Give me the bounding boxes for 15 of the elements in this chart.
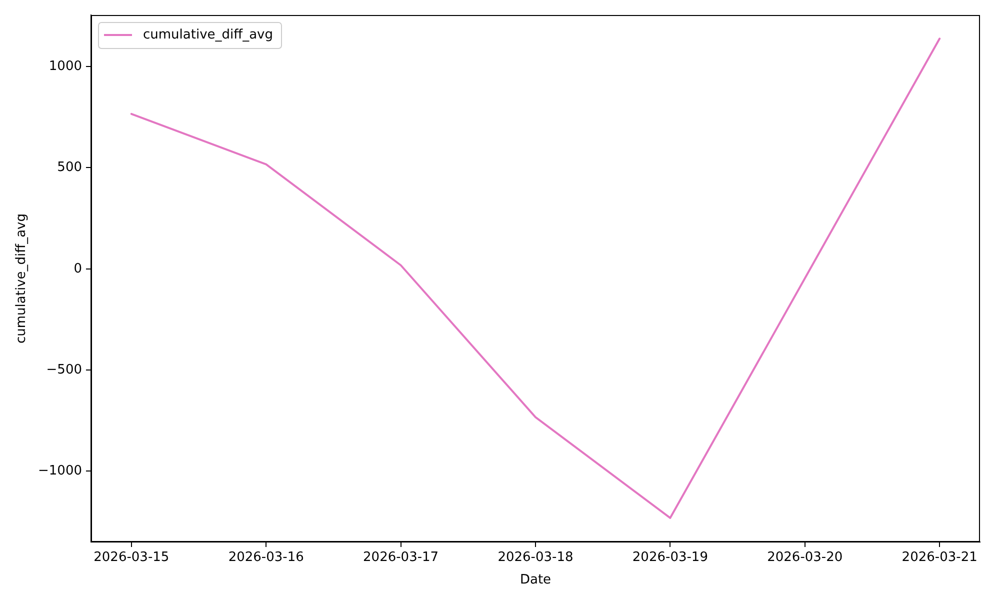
x-tick-label: 2026-03-15 bbox=[94, 550, 170, 566]
x-tick-label: 2026-03-18 bbox=[498, 550, 574, 566]
x-tick-label: 2026-03-19 bbox=[632, 550, 708, 566]
y-tick-label: −1000 bbox=[38, 464, 82, 479]
x-tick-label: 2026-03-21 bbox=[902, 550, 978, 566]
x-tick-label: 2026-03-17 bbox=[363, 550, 439, 566]
y-tick-label: 1000 bbox=[48, 58, 82, 74]
y-tick-label: 0 bbox=[74, 261, 82, 276]
y-tick-label: −500 bbox=[46, 362, 82, 378]
x-tick-label: 2026-03-20 bbox=[767, 550, 843, 566]
x-tick-label: 2026-03-16 bbox=[228, 550, 304, 566]
legend-label: cumulative_diff_avg bbox=[143, 27, 273, 42]
x-axis-title: Date bbox=[520, 572, 552, 588]
y-tick-label: 500 bbox=[57, 160, 82, 176]
y-axis-title: cumulative_diff_avg bbox=[14, 214, 30, 344]
